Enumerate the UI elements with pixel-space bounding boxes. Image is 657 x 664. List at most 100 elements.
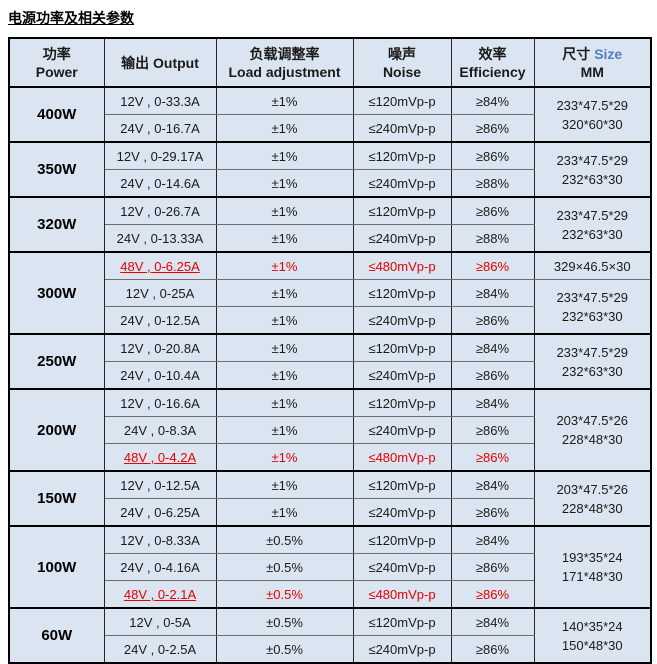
size-cell: 140*35*24 150*48*30 <box>533 607 652 664</box>
noise-cell: ≤240mVp-p <box>352 224 452 253</box>
noise-cell: ≤240mVp-p <box>352 416 452 444</box>
table-row: 48V , 0-4.2A ±1% ≤480mVp-p ≥86% <box>9 443 651 472</box>
output-cell: 12V , 0-12.5A <box>103 470 217 499</box>
output-cell: 24V , 0-10.4A <box>103 361 217 390</box>
output-cell: 24V , 0-16.7A <box>103 114 217 143</box>
table-row: 24V , 0-6.25A ±1% ≤240mVp-p ≥86% <box>9 498 651 527</box>
size-cell: 203*47.5*26 228*48*30 <box>533 470 652 527</box>
efficiency-cell: ≥88% <box>450 169 535 198</box>
noise-cell: ≤240mVp-p <box>352 553 452 581</box>
noise-cell: ≤480mVp-p <box>352 580 452 609</box>
efficiency-cell: ≥84% <box>450 607 535 636</box>
header-efficiency: 效率 Efficiency <box>450 37 535 88</box>
power-cell: 150W <box>8 470 105 527</box>
page-title: 电源功率及相关参数 <box>8 10 134 26</box>
load-cell: ±1% <box>215 279 354 307</box>
size-cell: 233*47.5*29 232*63*30 <box>533 279 652 335</box>
efficiency-cell: ≥86% <box>450 553 535 581</box>
size-cell: 329×46.5×30 <box>533 251 652 280</box>
table-row: 24V , 0-8.3A ±1% ≤240mVp-p ≥86% <box>9 416 651 444</box>
noise-cell: ≤240mVp-p <box>352 306 452 335</box>
load-cell: ±1% <box>215 333 354 362</box>
noise-cell: ≤120mVp-p <box>352 279 452 307</box>
size-cell: 193*35*24 171*48*30 <box>533 525 652 609</box>
power-cell: 200W <box>8 388 105 472</box>
load-cell: ±1% <box>215 498 354 527</box>
output-cell: 12V , 0-8.33A <box>103 525 217 554</box>
table-row: 350W 12V , 0-29.17A ±1% ≤120mVp-p ≥86% 2… <box>8 141 652 198</box>
load-cell: ±1% <box>215 141 354 170</box>
efficiency-cell: ≥86% <box>450 196 535 225</box>
efficiency-cell: ≥86% <box>450 498 535 527</box>
table-row: 200W 12V , 0-16.6A ±1% ≤120mVp-p ≥84% 20… <box>8 388 652 472</box>
output-cell: 24V , 0-4.16A <box>103 553 217 581</box>
load-cell: ±1% <box>215 224 354 253</box>
header-row: 功率 Power 输出 Output 负载调整率 Load adjustment… <box>8 37 652 88</box>
noise-cell: ≤120mVp-p <box>352 196 452 225</box>
table-row: 320W 12V , 0-26.7A ±1% ≤120mVp-p ≥86% 23… <box>8 196 652 253</box>
efficiency-cell: ≥84% <box>450 525 535 554</box>
noise-cell: ≤120mVp-p <box>352 525 452 554</box>
load-cell: ±1% <box>215 306 354 335</box>
table-row: 24V , 0-14.6A ±1% ≤240mVp-p ≥88% <box>9 169 651 198</box>
noise-cell: ≤120mVp-p <box>352 607 452 636</box>
table-row: 24V , 0-10.4A ±1% ≤240mVp-p ≥86% <box>9 361 651 390</box>
load-cell: ±1% <box>215 361 354 390</box>
power-cell: 60W <box>8 607 105 664</box>
output-cell: 48V , 0-6.25A <box>103 251 217 280</box>
table-body: 400W 12V , 0-33.3A ±1% ≤120mVp-p ≥84% 23… <box>8 86 652 664</box>
table-row: 400W 12V , 0-33.3A ±1% ≤120mVp-p ≥84% 23… <box>8 86 652 143</box>
output-cell: 48V , 0-4.2A <box>103 443 217 472</box>
load-cell: ±1% <box>215 251 354 280</box>
noise-cell: ≤120mVp-p <box>352 333 452 362</box>
efficiency-cell: ≥86% <box>450 251 535 280</box>
table-row: 24V , 0-12.5A ±1% ≤240mVp-p ≥86% <box>9 306 651 335</box>
load-cell: ±1% <box>215 416 354 444</box>
output-cell: 24V , 0-8.3A <box>103 416 217 444</box>
output-cell: 12V , 0-33.3A <box>103 86 217 115</box>
load-cell: ±1% <box>215 86 354 115</box>
efficiency-cell: ≥86% <box>450 443 535 472</box>
output-cell: 12V , 0-16.6A <box>103 388 217 417</box>
noise-cell: ≤120mVp-p <box>352 470 452 499</box>
output-cell: 24V , 0-14.6A <box>103 169 217 198</box>
noise-cell: ≤480mVp-p <box>352 251 452 280</box>
efficiency-cell: ≥86% <box>450 361 535 390</box>
output-cell: 12V , 0-5A <box>103 607 217 636</box>
table-row: 24V , 0-4.16A ±0.5% ≤240mVp-p ≥86% <box>9 553 651 581</box>
output-cell: 24V , 0-13.33A <box>103 224 217 253</box>
size-cell: 203*47.5*26 228*48*30 <box>533 388 652 472</box>
load-cell: ±0.5% <box>215 525 354 554</box>
output-cell: 24V , 0-6.25A <box>103 498 217 527</box>
power-cell: 400W <box>8 86 105 143</box>
table-row: 250W 12V , 0-20.8A ±1% ≤120mVp-p ≥84% 23… <box>8 333 652 390</box>
load-cell: ±1% <box>215 169 354 198</box>
table-row: 24V , 0-16.7A ±1% ≤240mVp-p ≥86% <box>9 114 651 143</box>
efficiency-cell: ≥84% <box>450 333 535 362</box>
noise-cell: ≤240mVp-p <box>352 635 452 664</box>
efficiency-cell: ≥84% <box>450 86 535 115</box>
table-row: 300W 48V , 0-6.25A ±1% ≤480mVp-p ≥86% 32… <box>8 251 652 335</box>
noise-cell: ≤240mVp-p <box>352 169 452 198</box>
noise-cell: ≤120mVp-p <box>352 388 452 417</box>
size-cell: 233*47.5*29 232*63*30 <box>533 196 652 253</box>
size-cell: 233*47.5*29 232*63*30 <box>533 141 652 198</box>
output-cell: 12V , 0-29.17A <box>103 141 217 170</box>
efficiency-cell: ≥88% <box>450 224 535 253</box>
table-row: 12V , 0-25A ±1% ≤120mVp-p ≥84% 233*47.5*… <box>9 279 652 335</box>
size-cell: 233*47.5*29 320*60*30 <box>533 86 652 143</box>
noise-cell: ≤240mVp-p <box>352 361 452 390</box>
output-cell: 24V , 0-2.5A <box>103 635 217 664</box>
noise-cell: ≤240mVp-p <box>352 114 452 143</box>
load-cell: ±1% <box>215 196 354 225</box>
efficiency-cell: ≥86% <box>450 635 535 664</box>
header-load-adjustment: 负载调整率 Load adjustment <box>215 37 354 88</box>
load-cell: ±0.5% <box>215 553 354 581</box>
power-cell: 350W <box>8 141 105 198</box>
table-row: 150W 12V , 0-12.5A ±1% ≤120mVp-p ≥84% 20… <box>8 470 652 527</box>
load-cell: ±1% <box>215 114 354 143</box>
output-cell: 12V , 0-25A <box>103 279 217 307</box>
noise-cell: ≤120mVp-p <box>352 141 452 170</box>
power-cell: 320W <box>8 196 105 253</box>
